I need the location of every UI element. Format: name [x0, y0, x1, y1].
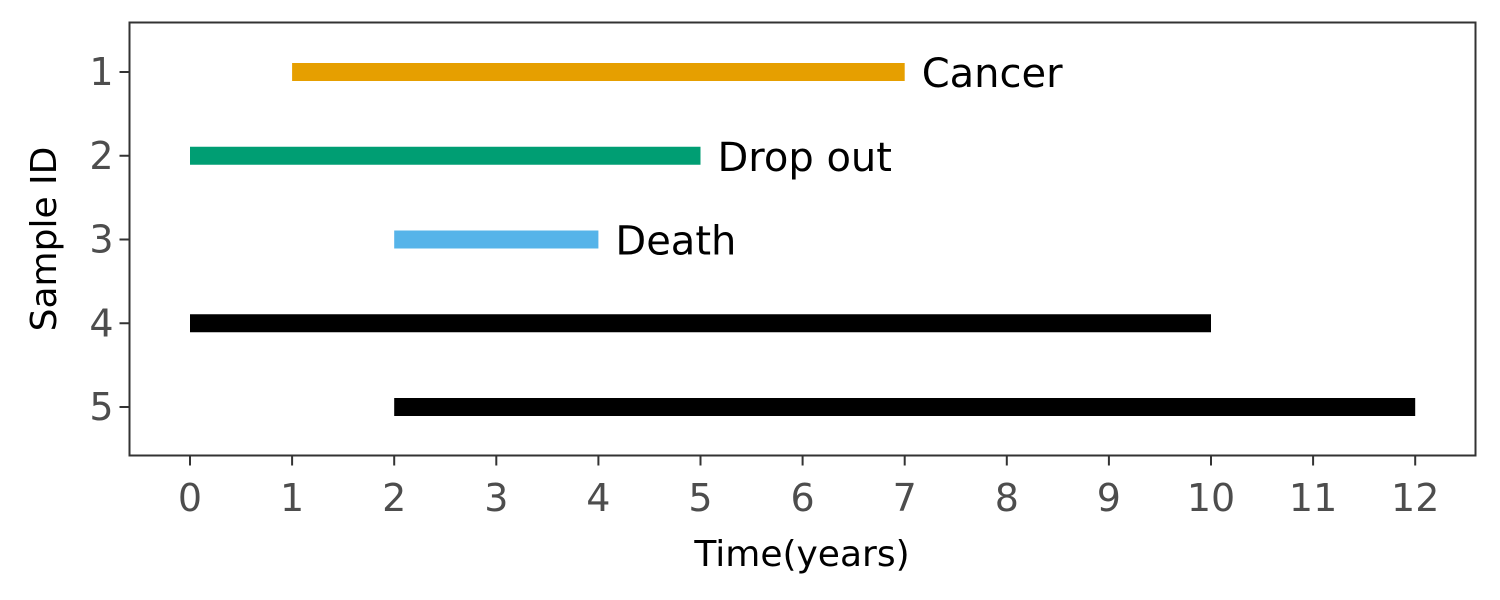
x-tick-label: 3	[484, 476, 508, 520]
segment-label-2: Drop out	[718, 135, 892, 181]
x-tick-label: 11	[1289, 476, 1337, 520]
x-tick-label: 2	[382, 476, 406, 520]
segment-bar-4	[190, 314, 1211, 333]
y-tick-label: 5	[89, 385, 113, 429]
y-axis-title: Sample ID	[24, 147, 65, 332]
segment-bar-5	[394, 398, 1416, 416]
segment-bar-2	[190, 146, 701, 165]
x-tick-label: 4	[586, 476, 610, 520]
x-tick-label: 1	[280, 476, 304, 520]
segment-bar-3	[394, 230, 599, 249]
segments-layer: Cancer Drop out Death	[190, 51, 1416, 416]
segment-bar-1	[292, 63, 905, 81]
x-tick-label: 7	[893, 476, 917, 520]
segment-label-1: Cancer	[922, 51, 1063, 97]
x-tick-label: 0	[178, 476, 202, 520]
x-axis: 0 1 2 3 4 5 6 7 8 9 10 11 12	[178, 455, 1439, 520]
x-tick-label: 10	[1187, 476, 1235, 520]
x-tick-label: 12	[1391, 476, 1439, 520]
x-axis-title: Time(years)	[693, 534, 909, 575]
x-tick-label: 6	[791, 476, 815, 520]
y-tick-label: 4	[89, 301, 113, 345]
y-tick-label: 1	[89, 50, 113, 94]
x-tick-label: 5	[688, 476, 712, 520]
x-tick-label: 9	[1097, 476, 1121, 520]
plot-panel	[128, 21, 1477, 457]
y-axis: 1 2 3 4 5	[89, 50, 130, 429]
y-tick-label: 2	[89, 134, 113, 178]
x-tick-label: 8	[995, 476, 1019, 520]
y-tick-label: 3	[89, 218, 113, 262]
segment-label-3: Death	[615, 219, 736, 265]
